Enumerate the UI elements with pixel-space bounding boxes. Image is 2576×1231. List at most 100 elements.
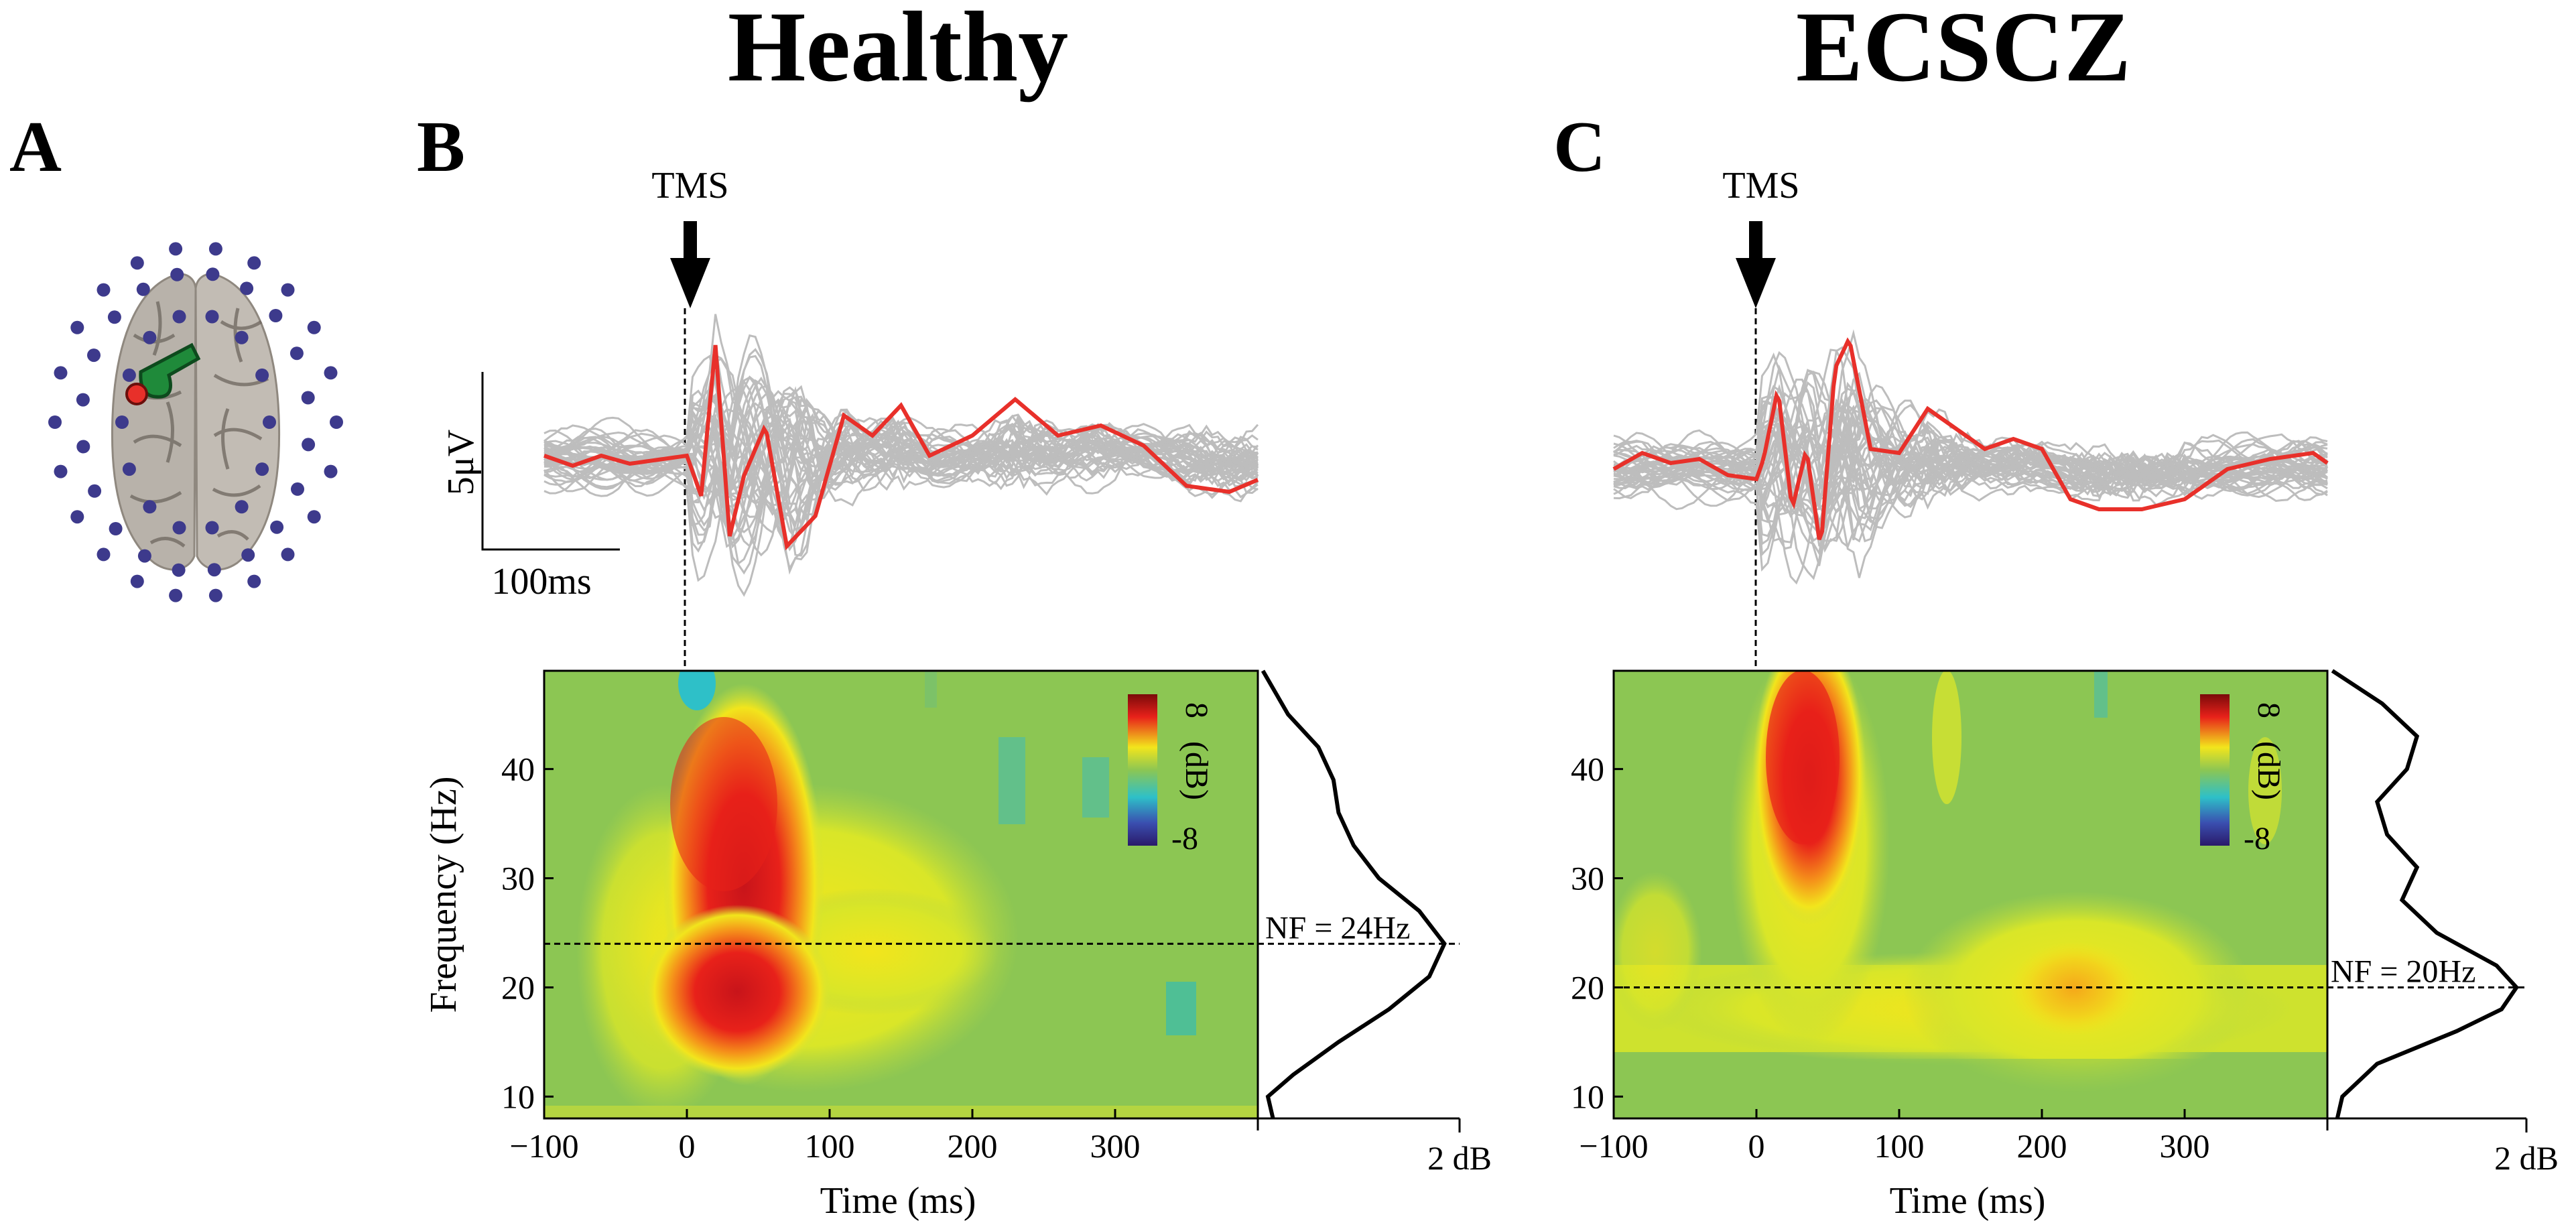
y-tick-label: 20 <box>1571 968 1604 1006</box>
stimulation-site <box>125 383 148 405</box>
tms-label-c: TMS <box>1722 165 1799 206</box>
electrode-dot <box>270 520 284 534</box>
tms-label-b: TMS <box>651 165 728 206</box>
gray-trace <box>543 388 1259 575</box>
butterfly-red-trace-c <box>1612 337 2329 541</box>
electrode-dot <box>241 548 255 562</box>
electrode-dot <box>307 320 321 334</box>
electrode-dot <box>96 283 111 297</box>
x-tick-label: 100 <box>1874 1127 1925 1165</box>
electrode-dot <box>172 310 186 324</box>
electrode-dot <box>130 256 144 270</box>
y-tick-label: 40 <box>1571 751 1604 788</box>
panel-label-a: A <box>9 107 62 187</box>
electrode-dot <box>302 438 316 452</box>
electrode-dot <box>172 521 186 535</box>
x-tick-label: 0 <box>1748 1127 1765 1165</box>
electrode-dot <box>169 588 183 602</box>
heatmap-frame-b <box>543 669 1259 1120</box>
electrode-dot <box>88 484 102 498</box>
electrode-dot <box>255 368 269 382</box>
butterfly-red-trace-b <box>543 344 1259 551</box>
ecscz-title: ECSCZ <box>1796 0 2131 103</box>
electrode-dot <box>169 242 183 256</box>
electrode-dot <box>107 310 121 324</box>
electrode-dot <box>207 563 221 577</box>
x-tick-label: −100 <box>509 1127 578 1165</box>
electrode-dot <box>172 563 186 577</box>
electrode-dot <box>324 366 338 380</box>
electrode-dot <box>240 281 254 296</box>
profile-2db-label-c: 2 dB <box>2494 1139 2559 1177</box>
electrode-dot <box>170 267 184 281</box>
natural-frequency-label-c: NF = 20Hz <box>2331 954 2475 989</box>
electrode-dot <box>206 267 220 281</box>
electrode-dot <box>255 462 269 476</box>
electrode-dot <box>291 482 304 496</box>
gray-trace <box>1613 429 2328 491</box>
electrode-dot <box>54 366 68 380</box>
electrode-dot <box>330 415 343 429</box>
y-tick-label: 20 <box>501 968 535 1006</box>
axis-ticks-c: −100 0 100 200 300 10 20 30 40 <box>1571 751 2329 1165</box>
colorbar-c <box>2200 694 2230 846</box>
electrode-dot <box>208 242 222 256</box>
electrode-dot <box>324 464 338 478</box>
colorbar-unit-c: (dB) <box>2251 741 2287 800</box>
gray-trace <box>543 387 1259 552</box>
gray-trace <box>1613 425 2328 506</box>
electrode-dot <box>235 500 249 514</box>
colorbar-top-b: 8 <box>1179 702 1214 718</box>
x-tick-label: 200 <box>948 1127 998 1165</box>
x-tick-label: 300 <box>1090 1127 1141 1165</box>
tfr-heatmap-b <box>544 671 1258 1118</box>
electrode-dot <box>143 500 157 514</box>
y-tick-label: 10 <box>1571 1078 1604 1115</box>
electrode-dot <box>247 574 261 588</box>
brain-electrode-montage <box>48 242 343 602</box>
electrode-dot <box>109 522 123 535</box>
y-tick-label: 30 <box>1571 860 1604 897</box>
power-profile-c <box>2331 669 2520 1119</box>
scale-bar <box>481 372 620 551</box>
tfr-heatmap-c <box>1614 671 2327 1118</box>
electrode-dot <box>76 440 90 454</box>
x-tick-label: 300 <box>2160 1127 2210 1165</box>
butterfly-gray-traces-c <box>1612 329 2329 585</box>
axis-ticks-b: −100 0 100 200 300 10 20 30 40 <box>501 751 1259 1165</box>
natural-frequency-label-b: NF = 24Hz <box>1265 910 1410 946</box>
y-tick-label: 10 <box>501 1078 535 1115</box>
brain-right-hemisphere <box>194 273 281 571</box>
colorbar-bottom-c: -8 <box>2244 821 2270 856</box>
electrode-dot <box>301 391 315 405</box>
gray-trace <box>1613 405 2328 516</box>
scale-bar-voltage: 5μV <box>440 430 482 495</box>
gray-trace <box>1613 408 2328 506</box>
electrode-dot <box>143 330 157 344</box>
electrode-dot <box>48 415 62 429</box>
electrode-dot <box>281 283 295 297</box>
electrode-dot <box>137 549 151 563</box>
electrode-dot <box>70 510 84 524</box>
scale-bar-time: 100ms <box>491 561 591 602</box>
y-tick-label: 40 <box>501 751 535 788</box>
tms-arrow-b <box>670 221 710 308</box>
electrode-dot <box>281 547 295 562</box>
gray-trace <box>543 379 1259 531</box>
electrode-dot <box>115 415 129 429</box>
electrode-dot <box>205 310 219 324</box>
x-tick-label: 200 <box>2017 1127 2067 1165</box>
y-axis-title-b: Frequency (Hz) <box>423 777 464 1013</box>
electrode-dot <box>96 547 111 562</box>
electrode-dot <box>235 330 249 344</box>
x-axis-title-b: Time (ms) <box>820 1180 976 1222</box>
electrode-dot <box>54 464 68 478</box>
panel-b: TMS 5μV 100ms 8 (dB) -8 <box>423 165 1492 1222</box>
panel-label-b: B <box>417 107 465 187</box>
x-tick-label: 100 <box>805 1127 855 1165</box>
electrode-dot <box>263 415 276 429</box>
electrode-dot <box>136 282 150 296</box>
colorbar-top-c: 8 <box>2251 702 2287 718</box>
